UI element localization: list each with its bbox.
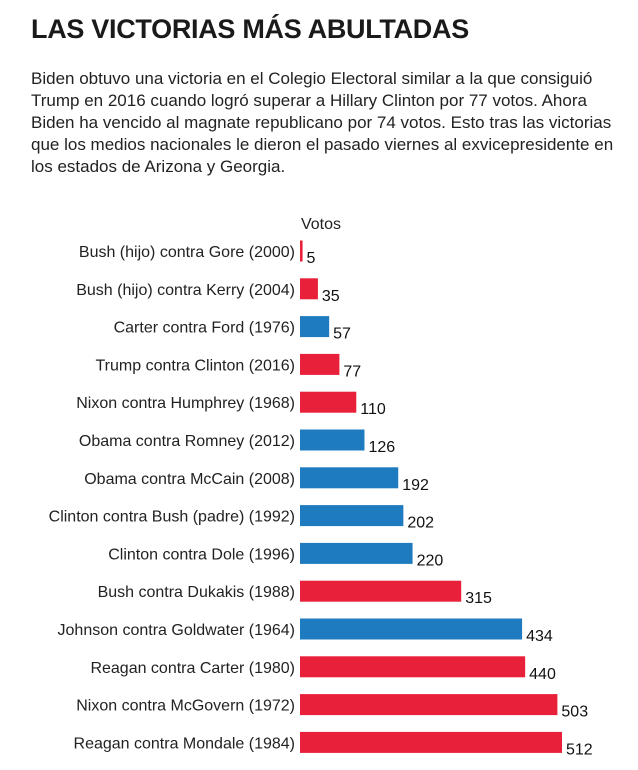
value-axis-label: Votos (301, 216, 341, 233)
category-label: Clinton contra Dole (1996) (108, 546, 295, 563)
bar (300, 278, 318, 300)
bar (300, 542, 413, 564)
category-label: Johnson contra Goldwater (1964) (58, 622, 295, 639)
value-label: 503 (561, 704, 588, 721)
category-label: Trump contra Clinton (2016) (96, 357, 296, 374)
value-label: 192 (402, 477, 429, 494)
bar (300, 618, 523, 640)
bar (300, 391, 357, 413)
value-label: 440 (529, 666, 556, 683)
bar (300, 694, 558, 716)
bar (300, 429, 365, 451)
bar (300, 731, 562, 753)
category-label: Nixon contra Humphrey (1968) (76, 395, 295, 412)
category-label: Nixon contra McGovern (1972) (76, 698, 295, 715)
value-label: 126 (368, 439, 395, 456)
value-label: 315 (465, 590, 492, 607)
chart-subtitle: Biden obtuvo una victoria en el Colegio … (31, 69, 614, 176)
bar (300, 656, 526, 678)
bar (300, 505, 404, 527)
chart-title: LAS VICTORIAS MÁS ABULTADAS (31, 14, 469, 44)
value-label: 512 (566, 741, 593, 758)
value-label: 77 (343, 363, 361, 380)
category-label: Carter contra Ford (1976) (114, 320, 295, 337)
value-label: 110 (360, 401, 386, 418)
value-label: 5 (307, 250, 316, 267)
category-label: Reagan contra Carter (1980) (90, 660, 295, 677)
bar (300, 240, 303, 262)
category-label: Reagan contra Mondale (1984) (74, 735, 295, 752)
category-label: Clinton contra Bush (padre) (1992) (49, 509, 295, 526)
category-label: Bush (hijo) contra Kerry (2004) (76, 282, 295, 299)
bar (300, 467, 399, 489)
bar (300, 580, 462, 602)
category-label: Bush (hijo) contra Gore (2000) (79, 244, 295, 261)
category-label: Obama contra McCain (2008) (84, 471, 295, 488)
bar (300, 353, 340, 375)
value-label: 220 (417, 552, 444, 569)
category-label: Obama contra Romney (2012) (79, 433, 295, 450)
value-label: 35 (322, 288, 340, 305)
bars-group: Bush (hijo) contra Gore (2000) 5 Bush (hij… (49, 240, 593, 758)
value-label: 57 (333, 326, 351, 343)
bar (300, 316, 330, 338)
value-label: 434 (526, 628, 553, 645)
value-label: 202 (407, 515, 434, 532)
category-label: Bush contra Dukakis (1988) (98, 584, 295, 601)
